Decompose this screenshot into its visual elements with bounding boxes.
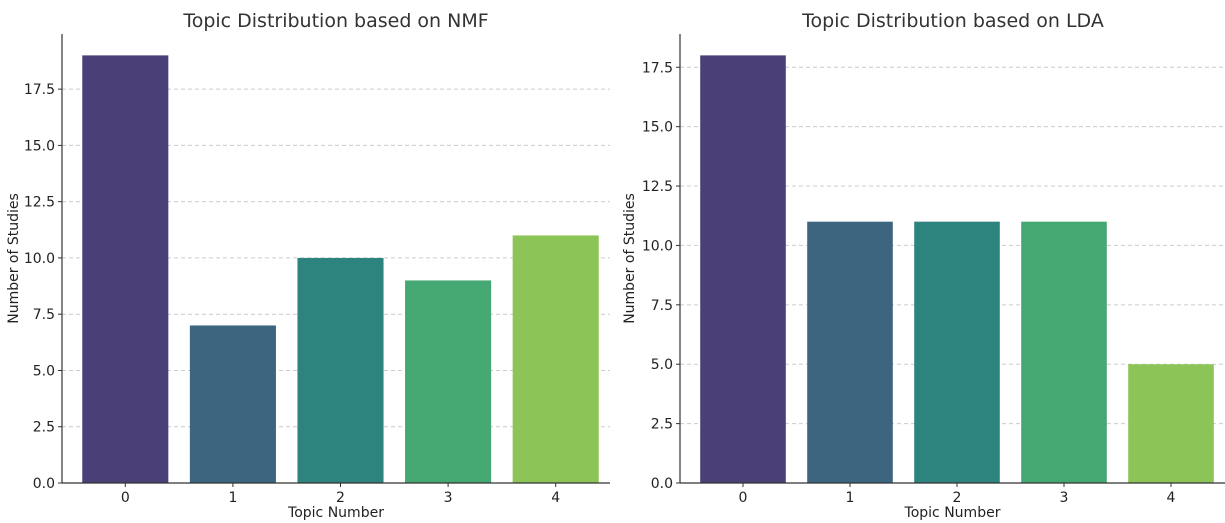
lda-xtick-label: 2 — [953, 490, 962, 506]
lda-xtick-label: 1 — [846, 490, 855, 506]
nmf-ytick-label: 17.5 — [24, 82, 55, 98]
nmf-xtick-label: 4 — [551, 490, 560, 506]
nmf-ytick-label: 10.0 — [24, 251, 55, 267]
nmf-y-axis-label: Number of Studies — [6, 193, 22, 324]
lda-ytick-label: 2.5 — [651, 417, 673, 433]
lda-xtick-label: 0 — [739, 490, 748, 506]
lda-xtick-label: 4 — [1167, 490, 1176, 506]
lda-bar-topic-1 — [807, 221, 893, 483]
nmf-chart-title: Topic Distribution based on NMF — [182, 10, 488, 32]
lda-bar-topic-0 — [700, 55, 786, 483]
nmf-bar-topic-4 — [512, 235, 599, 483]
lda-bar-topic-4 — [1128, 364, 1214, 483]
lda-ytick-label: 17.5 — [642, 60, 673, 76]
lda-x-axis-label: Topic Number — [904, 505, 1001, 521]
lda-chart-title: Topic Distribution based on LDA — [801, 10, 1104, 32]
lda-ytick-label: 12.5 — [642, 179, 673, 195]
lda-xtick-label: 3 — [1060, 490, 1069, 506]
nmf-bar-topic-0 — [82, 55, 169, 483]
lda-ytick-label: 10.0 — [642, 238, 673, 254]
lda-y-axis-label: Number of Studies — [622, 193, 638, 324]
lda-ytick-label: 15.0 — [642, 120, 673, 136]
nmf-ytick-label: 12.5 — [24, 195, 55, 211]
nmf-x-axis-label: Topic Number — [287, 505, 384, 521]
nmf-bar-topic-2 — [297, 257, 384, 483]
lda-bar-topic-3 — [1021, 221, 1107, 483]
nmf-ytick-label: 15.0 — [24, 138, 55, 154]
nmf-xtick-label: 1 — [228, 490, 237, 506]
lda-ytick-label: 7.5 — [651, 298, 673, 314]
nmf-xtick-label: 2 — [336, 490, 345, 506]
lda-ytick-label: 5.0 — [651, 357, 673, 373]
lda-bar-topic-2 — [914, 221, 1000, 483]
nmf-xtick-label: 3 — [444, 490, 453, 506]
nmf-bar-topic-1 — [189, 325, 276, 483]
nmf-ytick-label: 2.5 — [33, 420, 55, 436]
nmf-ytick-label: 5.0 — [33, 363, 55, 379]
nmf-xtick-label: 0 — [121, 490, 130, 506]
nmf-ytick-label: 7.5 — [33, 307, 55, 323]
lda-ytick-label: 0.0 — [651, 476, 673, 492]
nmf-ytick-label: 0.0 — [33, 476, 55, 492]
nmf-bar-topic-3 — [405, 280, 492, 483]
